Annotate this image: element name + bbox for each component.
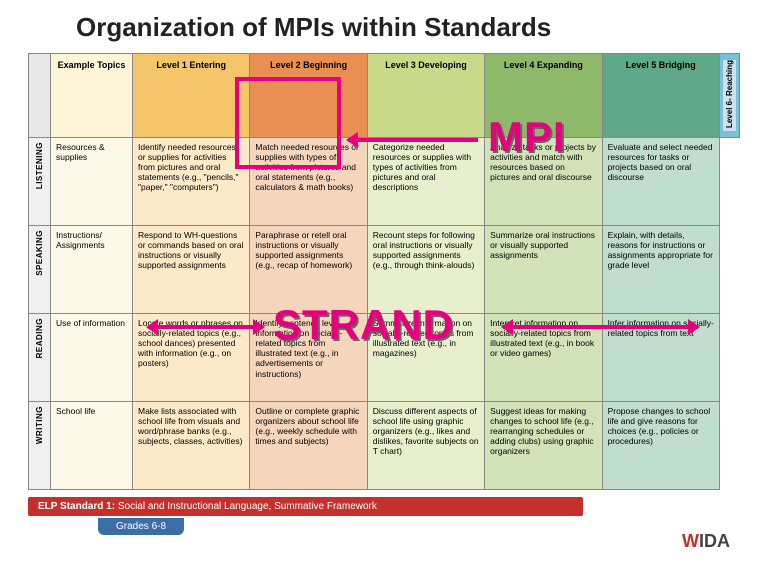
cell-l1: Locate words or phrases on socially-rela… — [133, 313, 250, 401]
grade-tab: Grades 6-8 — [98, 518, 184, 535]
cell-l2: Identify sentence level information on s… — [250, 313, 367, 401]
table-row: SPEAKINGInstructions/ AssignmentsRespond… — [29, 225, 740, 313]
table-row: LISTENINGResources & suppliesIdentify ne… — [29, 137, 740, 225]
cell-l2: Match needed resources or supplies with … — [250, 137, 367, 225]
mpi-table: Example Topics Level 1 Entering Level 2 … — [28, 53, 740, 490]
cell-l1: Identify needed resources or supplies fo… — [133, 137, 250, 225]
cell-l3: Categorize needed resources or supplies … — [367, 137, 484, 225]
topic-cell: Resources & supplies — [51, 137, 133, 225]
page-title: Organization of MPIs within Standards — [76, 12, 740, 43]
wida-logo: WIDA — [682, 531, 730, 552]
cell-l4: Summarize oral instructions or visually … — [485, 225, 602, 313]
cell-l2: Paraphrase or retell oral instructions o… — [250, 225, 367, 313]
cell-l2: Outline or complete graphic organizers a… — [250, 401, 367, 489]
footer: ELP Standard 1: Social and Instructional… — [28, 496, 740, 535]
standard-bar: ELP Standard 1: Social and Instructional… — [28, 497, 583, 516]
cell-l3: Discuss different aspects of school life… — [367, 401, 484, 489]
col-topics: Example Topics — [51, 54, 133, 138]
col-l1: Level 1 Entering — [133, 54, 250, 138]
domain-label: READING — [29, 313, 51, 401]
cell-l4: Suggest ideas for making changes to scho… — [485, 401, 602, 489]
col-l5: Level 5 Bridging — [602, 54, 719, 138]
col-l6: Level 6- Reaching — [720, 54, 740, 138]
cell-l3: Summarize information on socially-relate… — [367, 313, 484, 401]
cell-l3: Recount steps for following oral instruc… — [367, 225, 484, 313]
topic-cell: School life — [51, 401, 133, 489]
cell-l4: Analyze tasks or projects by activities … — [485, 137, 602, 225]
domain-label: LISTENING — [29, 137, 51, 225]
domain-label: SPEAKING — [29, 225, 51, 313]
domain-label: WRITING — [29, 401, 51, 489]
table-row: READINGUse of informationLocate words or… — [29, 313, 740, 401]
cell-l5: Propose changes to school life and give … — [602, 401, 719, 489]
cell-l1: Respond to WH-questions or commands base… — [133, 225, 250, 313]
cell-l5: Infer information on socially-related to… — [602, 313, 719, 401]
col-l2: Level 2 Beginning — [250, 54, 367, 138]
col-l3: Level 3 Developing — [367, 54, 484, 138]
table-row: WRITINGSchool lifeMake lists associated … — [29, 401, 740, 489]
col-l4: Level 4 Expanding — [485, 54, 602, 138]
cell-l5: Explain, with details, reasons for instr… — [602, 225, 719, 313]
cell-l5: Evaluate and select needed resources for… — [602, 137, 719, 225]
topic-cell: Use of information — [51, 313, 133, 401]
col-domain — [29, 54, 51, 138]
cell-l4: Interpret information on socially-relate… — [485, 313, 602, 401]
mpi-table-wrap: Example Topics Level 1 Entering Level 2 … — [28, 53, 740, 490]
cell-l1: Make lists associated with school life f… — [133, 401, 250, 489]
topic-cell: Instructions/ Assignments — [51, 225, 133, 313]
